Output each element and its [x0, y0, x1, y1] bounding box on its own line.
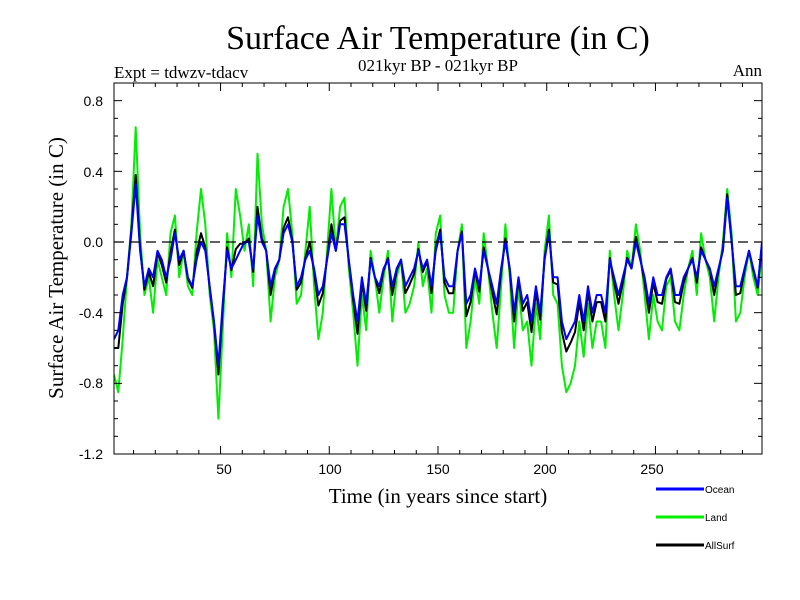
series-layer	[114, 126, 762, 420]
x-tick-label-2: 150	[426, 461, 450, 477]
x-tick-label-4: 250	[640, 461, 664, 477]
y-tick-label-4: 0.4	[84, 164, 104, 180]
x-tick-label-0: 50	[216, 461, 232, 477]
plot-frame	[113, 82, 763, 455]
legend-label-ocean: Ocean	[705, 485, 734, 496]
series-line-land	[114, 126, 762, 420]
y-axis-label: Surface Air Temperature (in C)	[44, 137, 68, 399]
legend-label-land: Land	[705, 513, 727, 524]
experiment-label: Expt = tdwzv-tdacv	[114, 63, 249, 82]
y-tick-label-1: -0.8	[79, 375, 103, 391]
y-tick-label-0: -1.2	[79, 446, 103, 462]
series-line-ocean	[114, 182, 762, 367]
legend-label-allsurf: AllSurf	[705, 541, 735, 552]
tick-layer	[114, 82, 762, 455]
x-axis-label: Time (in years since start)	[329, 484, 548, 508]
x-tick-label-1: 100	[318, 461, 342, 477]
y-tick-label-5: 0.8	[84, 93, 104, 109]
series-line-allsurf	[114, 173, 762, 376]
x-tick-label-3: 200	[533, 461, 557, 477]
y-tick-label-3: 0.0	[84, 234, 104, 250]
season-label: Ann	[733, 61, 763, 80]
chart-title: Surface Air Temperature (in C)	[226, 20, 650, 57]
y-tick-label-2: -0.4	[79, 305, 103, 321]
chart-subtitle: 021kyr BP - 021kyr BP	[358, 56, 518, 75]
legend: Ocean Land AllSurf	[656, 485, 735, 552]
